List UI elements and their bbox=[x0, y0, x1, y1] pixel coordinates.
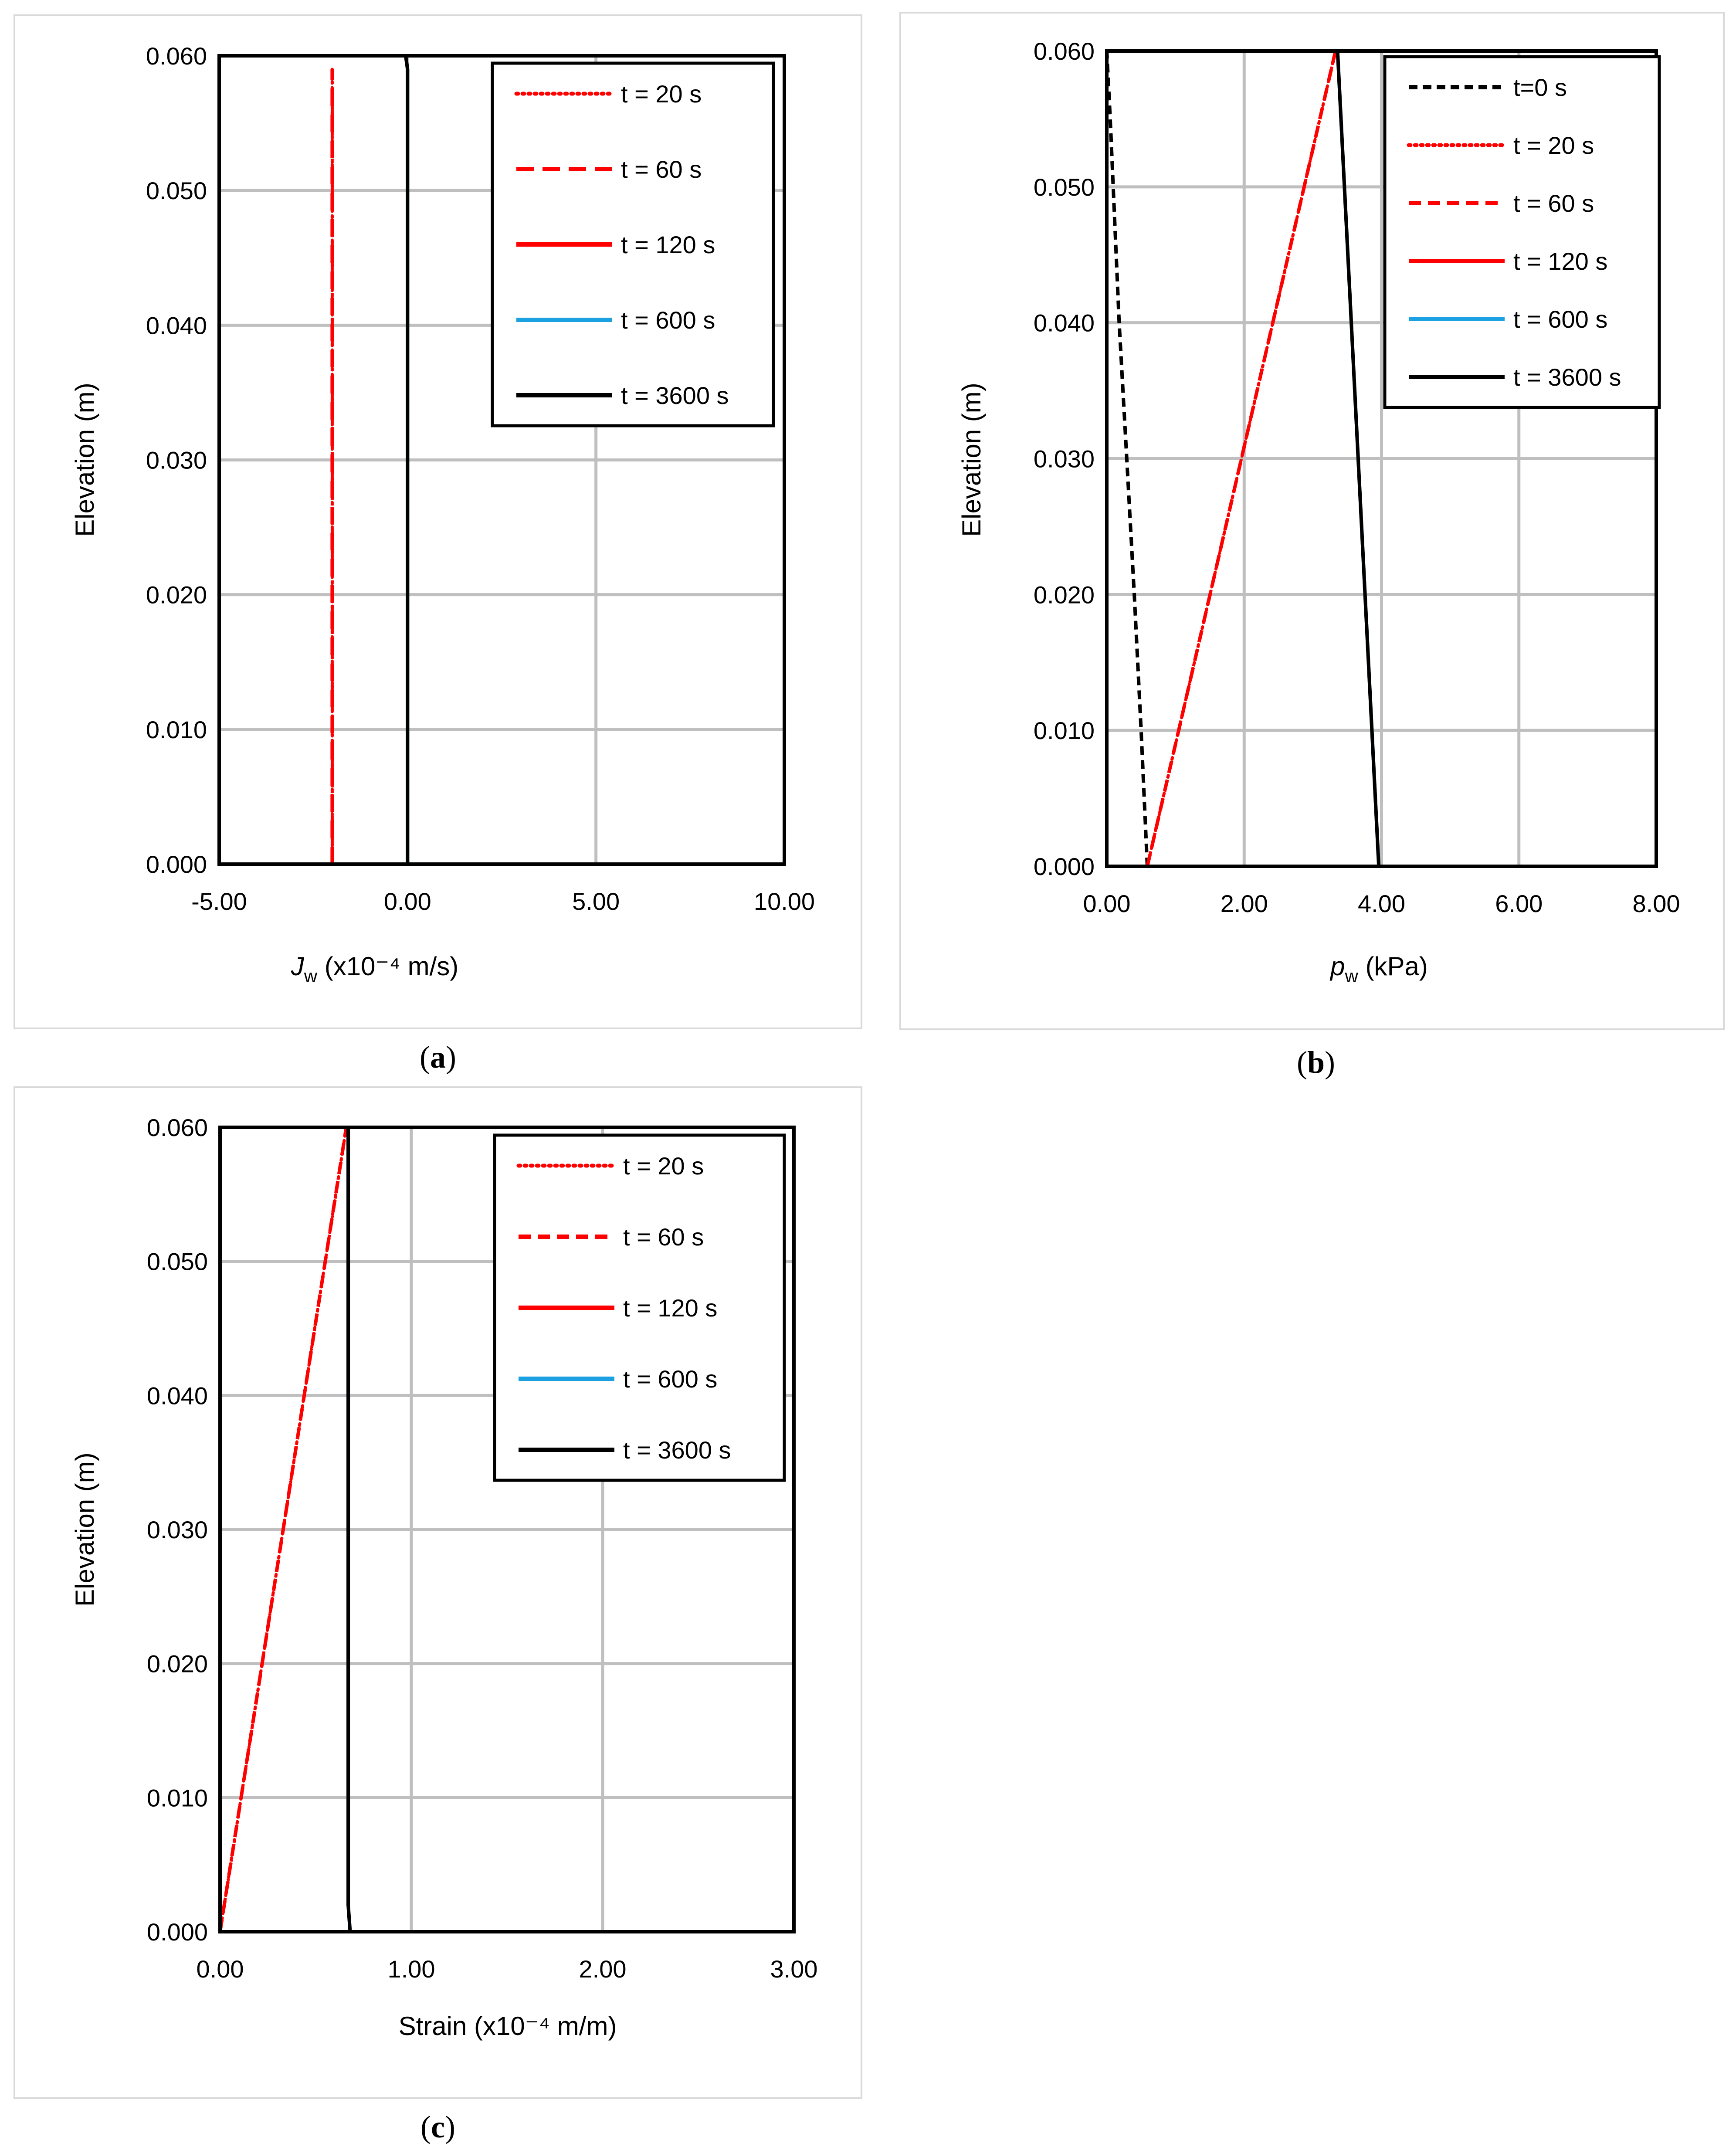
panel-c-y-tick-label: 0.050 bbox=[147, 1248, 208, 1275]
panel-c-legend-label: t = 3600 s bbox=[623, 1436, 731, 1464]
panel-a-y-tick-label: 0.010 bbox=[146, 716, 207, 743]
panel-b-caption: (b) bbox=[1297, 1045, 1335, 1080]
panel-b-y-tick-label: 0.010 bbox=[1034, 717, 1095, 744]
panel-a-y-tick-label: 0.050 bbox=[146, 177, 207, 204]
panel-c-x-tick-label: 2.00 bbox=[579, 1955, 627, 1983]
panel-b-plot-border bbox=[1105, 49, 1658, 868]
panel-b-x-axis-label-subscript: w bbox=[1345, 966, 1359, 986]
panel-b-y-tick-label: 0.000 bbox=[1034, 853, 1095, 880]
panel-b-x-tick-labels: 0.00 2.00 4.00 6.00 8.00 bbox=[1083, 890, 1680, 917]
panel-b-y-tick-label: 0.020 bbox=[1034, 581, 1095, 608]
panel-c-caption-letter: c bbox=[431, 2110, 445, 2144]
panel-c: 0.000 0.010 0.020 0.030 0.040 0.050 0.060 0.00… bbox=[14, 1086, 862, 2144]
panel-b-legend-box bbox=[1383, 55, 1661, 409]
panel-c-series-line bbox=[346, 1127, 352, 1932]
panel-a: 0.000 0.010 0.020 0.030 0.040 0.050 0.060 -5.0… bbox=[14, 14, 862, 1075]
panel-b-x-axis-label-symbol: p bbox=[1329, 952, 1345, 981]
panel-a-x-tick-label: 10.00 bbox=[754, 888, 815, 915]
panel-a-legend: t = 20 s t = 60 s t = 120 s t = 600 s t = 36… bbox=[491, 61, 775, 427]
panel-c-x-tick-label: 0.00 bbox=[197, 1955, 244, 1983]
panel-c-series-line bbox=[218, 1127, 348, 1932]
panel-b-y-tick-label: 0.040 bbox=[1034, 309, 1095, 337]
panel-b-x-tick-label: 4.00 bbox=[1358, 890, 1405, 917]
panel-c-y-tick-label: 0.000 bbox=[147, 1918, 208, 1946]
panel-c-caption: (c) bbox=[420, 2110, 455, 2144]
panel-a-plot-border bbox=[217, 54, 786, 866]
panel-b-x-tick-label: 0.00 bbox=[1083, 890, 1131, 917]
panel-a-legend-label: t = 3600 s bbox=[621, 382, 729, 409]
panel-a-legend-label: t = 600 s bbox=[621, 306, 715, 334]
panel-b-x-axis-label-units: (kPa) bbox=[1358, 952, 1428, 981]
panel-b-legend: t=0 s t = 20 s t = 60 s t = 120 s t = 600 s t… bbox=[1383, 55, 1661, 409]
panel-b-y-tick-label: 0.050 bbox=[1034, 173, 1095, 201]
panel-b-caption-letter: b bbox=[1307, 1045, 1325, 1080]
panel-b-legend-entries: t=0 s t = 20 s t = 60 s t = 120 s t = 600 s t… bbox=[1407, 74, 1621, 391]
panel-a-legend-label: t = 20 s bbox=[621, 80, 702, 108]
panel-a-x-tick-label: -5.00 bbox=[191, 888, 247, 915]
panel-b-x-axis-label: pw (kPa) bbox=[1329, 952, 1428, 986]
panel-c-series bbox=[218, 1126, 352, 1933]
panel-a-x-axis-label: Jw (x10⁻⁴ m/s) bbox=[291, 952, 458, 986]
panel-c-y-axis-label: Elevation (m) bbox=[70, 1452, 99, 1606]
panel-a-legend-entries: t = 20 s t = 60 s t = 120 s t = 600 s t = 36… bbox=[514, 80, 729, 409]
panel-c-x-tick-label: 1.00 bbox=[388, 1955, 435, 1983]
panel-a-series bbox=[330, 55, 410, 866]
panel-c-y-tick-label: 0.030 bbox=[147, 1516, 208, 1543]
panel-a-y-tick-labels: 0.000 0.010 0.020 0.030 0.040 0.050 0.060 bbox=[146, 42, 207, 878]
panel-c-legend-label: t = 120 s bbox=[623, 1294, 717, 1322]
panel-c-legend-label: t = 60 s bbox=[623, 1223, 704, 1251]
panel-c-legend: t = 20 s t = 60 s t = 120 s t = 600 s t = 36… bbox=[493, 1133, 786, 1482]
panel-a-y-axis-label: Elevation (m) bbox=[70, 383, 99, 536]
panel-b-legend-label: t=0 s bbox=[1513, 74, 1567, 101]
panel-a-x-axis-label-symbol: J bbox=[291, 952, 305, 981]
panel-c-y-tick-label: 0.060 bbox=[147, 1114, 208, 1141]
panel-b-y-tick-label: 0.030 bbox=[1034, 445, 1095, 473]
panel-b-series-line bbox=[1336, 51, 1381, 867]
panel-a-y-tick-label: 0.030 bbox=[146, 447, 207, 474]
panel-a-x-tick-label: 0.00 bbox=[384, 888, 431, 915]
panel-c-x-tick-labels: 0.00 1.00 2.00 3.00 bbox=[197, 1955, 818, 1983]
panel-a-legend-label: t = 60 s bbox=[621, 156, 702, 183]
panel-b-y-tick-labels: 0.000 0.010 0.020 0.030 0.040 0.050 0.060 bbox=[1034, 37, 1095, 880]
panel-a-caption: (a) bbox=[420, 1040, 456, 1075]
panel-b-series-line bbox=[1146, 51, 1337, 867]
panel-c-y-tick-labels: 0.000 0.010 0.020 0.030 0.040 0.050 0.060 bbox=[147, 1114, 208, 1946]
panel-a-legend-label: t = 120 s bbox=[621, 231, 715, 258]
panel-b-legend-label: t = 120 s bbox=[1513, 248, 1607, 275]
panel-a-y-tick-label: 0.020 bbox=[146, 581, 207, 609]
panel-a-y-tick-label: 0.060 bbox=[146, 42, 207, 70]
panel-a-y-tick-label: 0.000 bbox=[146, 851, 207, 878]
panel-a-x-axis-label-units: (x10⁻⁴ m/s) bbox=[317, 952, 458, 981]
panel-b-legend-label: t = 20 s bbox=[1513, 132, 1594, 159]
panel-c-x-axis-label: Strain (x10⁻⁴ m/m) bbox=[399, 2011, 617, 2041]
panel-b-legend-label: t = 3600 s bbox=[1513, 363, 1621, 391]
panel-c-legend-entries: t = 20 s t = 60 s t = 120 s t = 600 s t = 36… bbox=[516, 1152, 731, 1464]
panel-b-y-tick-label: 0.060 bbox=[1034, 37, 1095, 65]
panel-a-y-tick-label: 0.040 bbox=[146, 312, 207, 339]
panel-a-caption-letter: a bbox=[430, 1040, 446, 1075]
panel-b-x-tick-label: 6.00 bbox=[1495, 890, 1543, 917]
panel-a-x-tick-labels: -5.00 0.00 5.00 10.00 bbox=[191, 888, 815, 915]
panel-b-series bbox=[1105, 49, 1381, 868]
panel-b-legend-label: t = 60 s bbox=[1513, 190, 1594, 217]
panel-c-y-tick-label: 0.020 bbox=[147, 1650, 208, 1678]
panel-b: 0.000 0.010 0.020 0.030 0.040 0.050 0.060 0.00… bbox=[899, 12, 1725, 1080]
panel-c-y-tick-label: 0.040 bbox=[147, 1382, 208, 1409]
panel-c-legend-label: t = 600 s bbox=[623, 1365, 717, 1393]
panel-a-x-tick-label: 5.00 bbox=[572, 888, 620, 915]
panel-b-series-line bbox=[1105, 51, 1149, 867]
panel-b-y-axis-label: Elevation (m) bbox=[957, 383, 986, 536]
panel-b-x-tick-label: 2.00 bbox=[1221, 890, 1268, 917]
panel-a-series-line bbox=[404, 55, 410, 864]
panel-c-x-tick-label: 3.00 bbox=[770, 1955, 818, 1983]
panel-c-plot-border bbox=[218, 1126, 796, 1933]
panel-b-legend-label: t = 600 s bbox=[1513, 305, 1607, 333]
panel-a-x-axis-label-subscript: w bbox=[304, 966, 318, 986]
panel-b-x-tick-label: 8.00 bbox=[1633, 890, 1680, 917]
panel-c-legend-label: t = 20 s bbox=[623, 1152, 704, 1180]
panel-c-y-tick-label: 0.010 bbox=[147, 1784, 208, 1811]
